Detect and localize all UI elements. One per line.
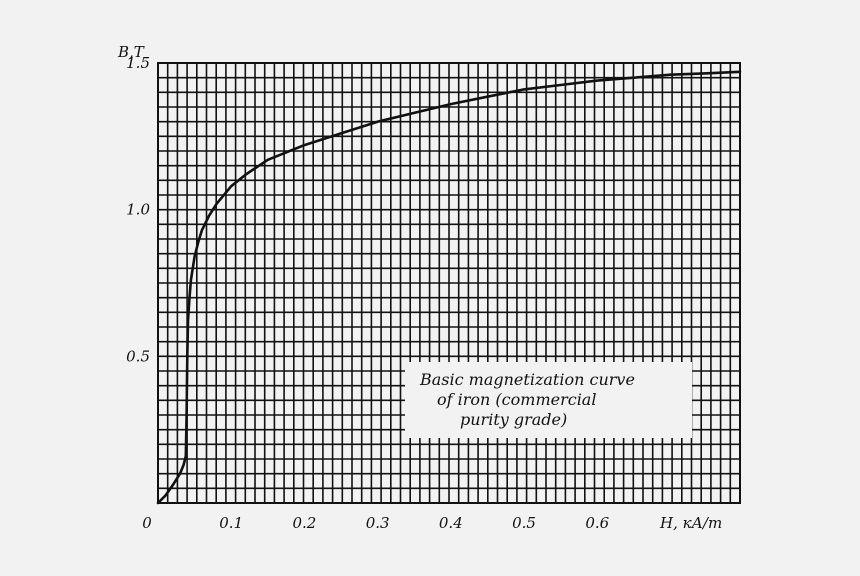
annotation-background: [405, 362, 692, 438]
y-tick-label: 1.5: [126, 54, 150, 72]
tick-labels: 0 0.1 0.2 0.3 0.4 0.5 0.6 0.5 1.0 1.5: [126, 54, 609, 532]
magnetization-curve: [156, 70, 742, 505]
y-tick-label: 0.5: [126, 347, 150, 365]
x-tick-label: 0.6: [585, 514, 609, 532]
x-tick-label: 0.4: [439, 514, 463, 532]
x-tick-label: 0.1: [219, 514, 243, 532]
annotation-box: Basic magnetization curve of iron (comme…: [405, 362, 692, 438]
y-axis-label: B,T: [117, 43, 145, 61]
annotation-line-2: of iron (commercial: [437, 390, 596, 409]
annotation-line-1: Basic magnetization curve: [419, 370, 635, 389]
x-tick-label: 0.5: [512, 514, 536, 532]
plot-frame: [157, 62, 741, 504]
curve-layer: [156, 70, 742, 505]
x-tick-label: 0.3: [366, 514, 390, 532]
x-tick-label: 0.2: [292, 514, 316, 532]
annotation-line-3: purity grade): [460, 410, 567, 429]
y-tick-label: 1.0: [126, 201, 150, 219]
x-tick-label: 0: [142, 514, 152, 532]
x-axis-label: H, кА/m: [659, 514, 722, 532]
